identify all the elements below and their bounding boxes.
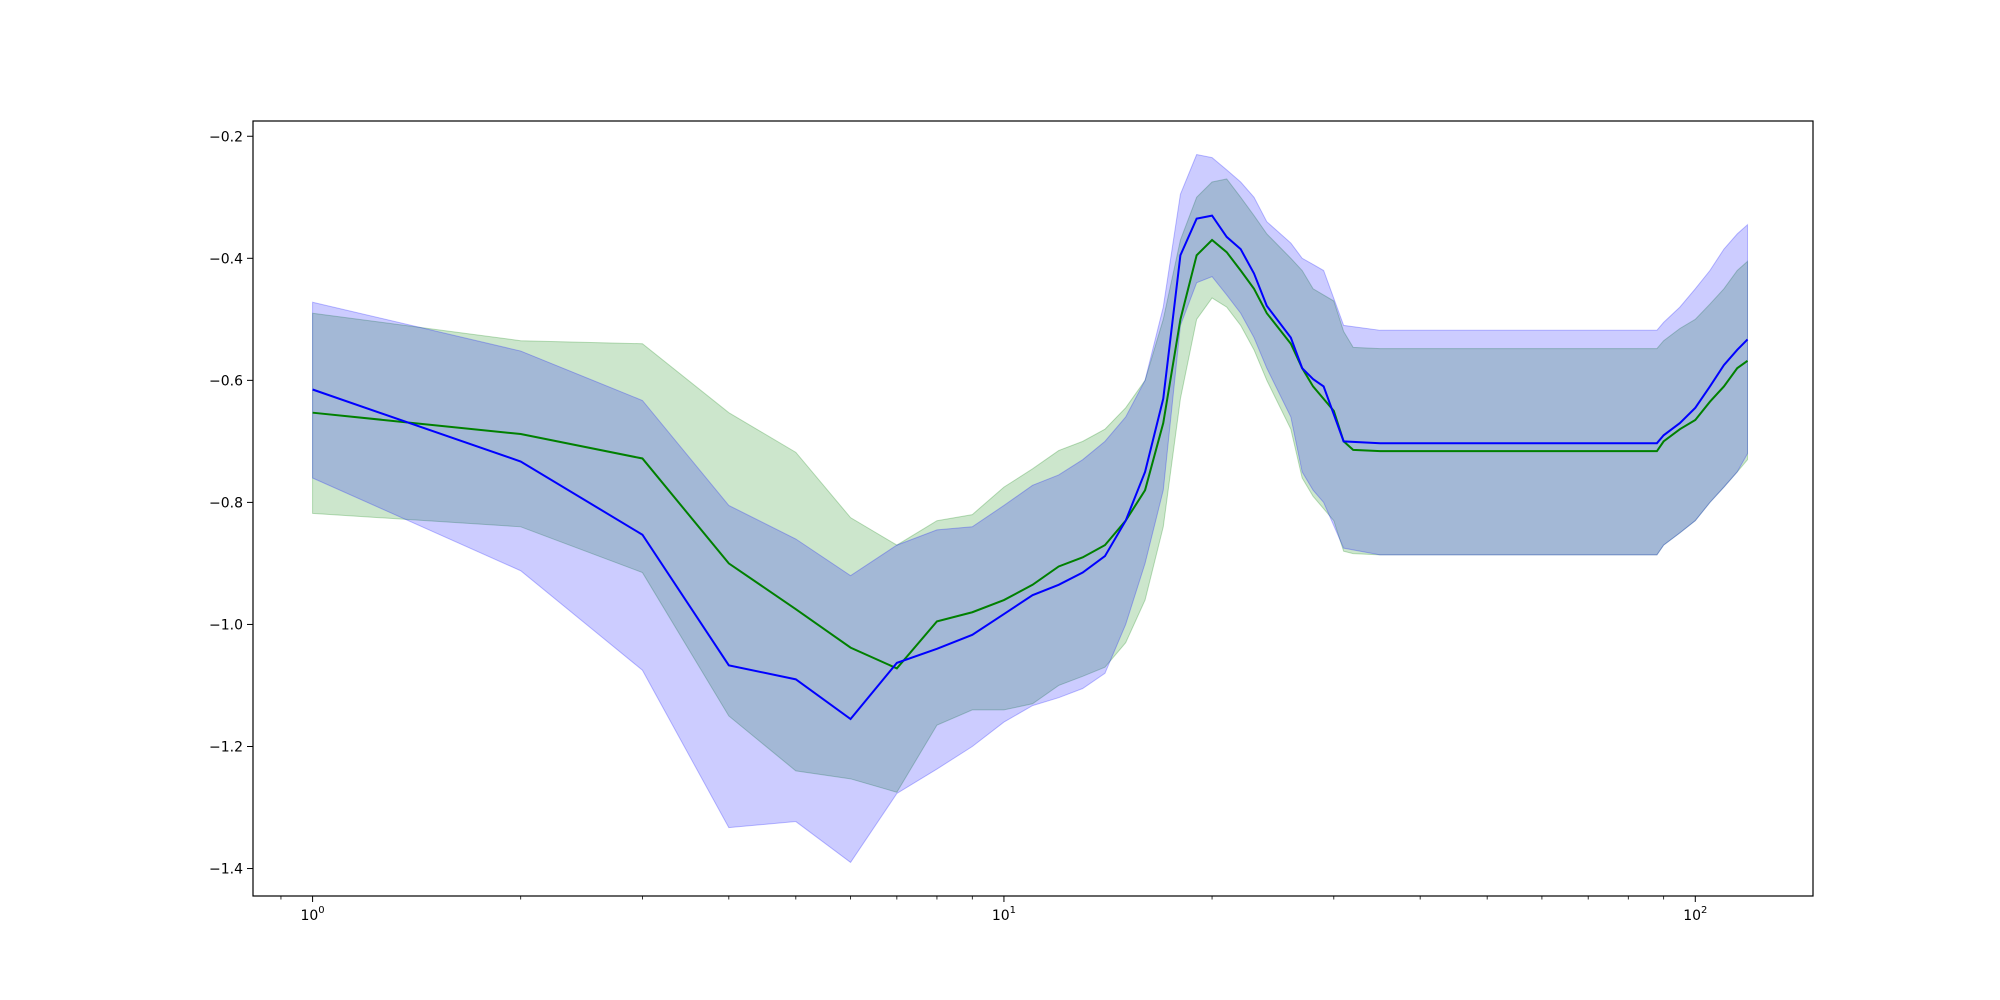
y-tick-label: −0.6 bbox=[209, 373, 243, 389]
y-tick-label: −0.2 bbox=[209, 129, 243, 145]
series-1-line bbox=[312, 238, 1749, 670]
y-tick-label: −0.8 bbox=[209, 495, 243, 511]
y-axis: −1.4 −1.2 −1.0 −0.8 −0.6 −0.4 −0.2 bbox=[209, 129, 253, 878]
y-tick-label: −0.4 bbox=[209, 251, 243, 267]
x-tick-label: 100 bbox=[300, 905, 324, 924]
series-2-line bbox=[312, 214, 1749, 721]
plot-area-frame bbox=[252, 120, 1814, 897]
y-tick-label: −1.0 bbox=[209, 617, 243, 633]
y-tick-label: −1.4 bbox=[209, 862, 243, 878]
series-1-band bbox=[312, 178, 1749, 793]
x-tick-label: 102 bbox=[1683, 905, 1707, 924]
series-2-band bbox=[312, 153, 1749, 864]
x-axis: 100 101 102 bbox=[280, 896, 1707, 924]
y-tick-label: −1.2 bbox=[209, 739, 243, 755]
confidence-bands bbox=[312, 153, 1749, 864]
x-tick-label: 101 bbox=[992, 905, 1016, 924]
series-lines bbox=[312, 214, 1749, 721]
